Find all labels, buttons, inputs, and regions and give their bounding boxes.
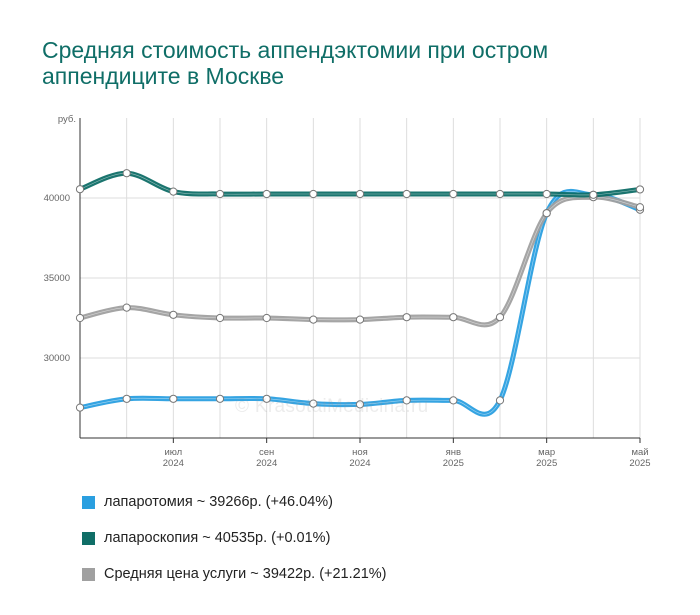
y-tick-label: 30000 (44, 353, 70, 364)
label-layer: 300003500040000руб.июл2024сен2024ноя2024… (44, 114, 651, 469)
watermark-text: © KrasotaiMedicina.ru (235, 396, 429, 417)
data-point (122, 169, 131, 178)
x-tick-month: июл (164, 447, 182, 458)
data-point (355, 400, 365, 409)
x-tick-year: 2025 (536, 458, 557, 469)
legend-label: Средняя цена услуги ~ 39422р. (+21.21%) (104, 566, 387, 582)
axis-layer (79, 118, 641, 443)
x-tick-month: сен (259, 447, 274, 458)
data-point (75, 185, 85, 194)
data-point (589, 190, 598, 199)
x-tick-year: 2025 (443, 458, 464, 469)
data-point (262, 313, 271, 323)
data-point (355, 189, 365, 199)
y-unit-label: руб. (58, 114, 76, 125)
legend-swatch (82, 495, 95, 509)
data-point (449, 396, 458, 405)
data-point (495, 189, 505, 199)
legend-label: лапароскопия ~ 40535р. (+0.01%) (104, 530, 331, 546)
x-tick-year: 2024 (349, 458, 370, 469)
data-point (75, 313, 85, 323)
x-tick-year: 2024 (256, 458, 277, 469)
data-point (215, 313, 225, 323)
data-point (309, 189, 318, 199)
data-point (262, 189, 271, 199)
legend: лапаротомия ~ 39266р. (+46.04%) лапароск… (82, 484, 387, 592)
data-point (75, 403, 85, 412)
legend-item-average-price[interactable]: Средняя цена услуги ~ 39422р. (+21.21%) (82, 556, 387, 592)
data-point (122, 303, 131, 312)
data-point (215, 394, 225, 403)
data-point (169, 310, 178, 319)
line-chart: 300003500040000руб.июл2024сен2024ноя2024… (44, 114, 651, 469)
legend-swatch (82, 531, 95, 545)
data-point (495, 396, 505, 405)
data-point (169, 394, 178, 403)
data-point (402, 189, 411, 199)
data-point (635, 203, 645, 212)
legend-swatch (82, 567, 95, 581)
data-point (542, 189, 551, 199)
x-tick-year: 2024 (163, 458, 184, 469)
data-point (495, 313, 505, 322)
data-point (215, 189, 225, 199)
data-point (542, 209, 551, 218)
x-tick-month: мар (538, 447, 555, 458)
y-tick-label: 35000 (44, 273, 70, 284)
data-point (262, 394, 271, 403)
data-point (122, 394, 131, 403)
data-point (402, 396, 411, 405)
x-tick-month: май (631, 447, 648, 458)
chart-title: Средняя стоимость аппендэктомии при остр… (42, 37, 549, 89)
grid-layer (79, 118, 641, 438)
legend-item-laparotomy[interactable]: лапаротомия ~ 39266р. (+46.04%) (82, 484, 387, 520)
legend-item-laparoscopy[interactable]: лапароскопия ~ 40535р. (+0.01%) (82, 520, 387, 556)
data-point (355, 315, 365, 324)
data-point (402, 313, 411, 322)
data-point (309, 315, 318, 324)
point-layer (75, 169, 645, 412)
data-point (449, 313, 458, 322)
x-tick-month: янв (446, 447, 461, 458)
x-tick-year: 2025 (629, 458, 650, 469)
data-point (449, 189, 458, 199)
y-tick-label: 40000 (44, 193, 70, 204)
legend-label: лапаротомия ~ 39266р. (+46.04%) (104, 494, 333, 510)
data-point (169, 187, 178, 196)
data-point (635, 185, 645, 194)
x-tick-month: ноя (352, 447, 368, 458)
data-point (309, 399, 318, 408)
